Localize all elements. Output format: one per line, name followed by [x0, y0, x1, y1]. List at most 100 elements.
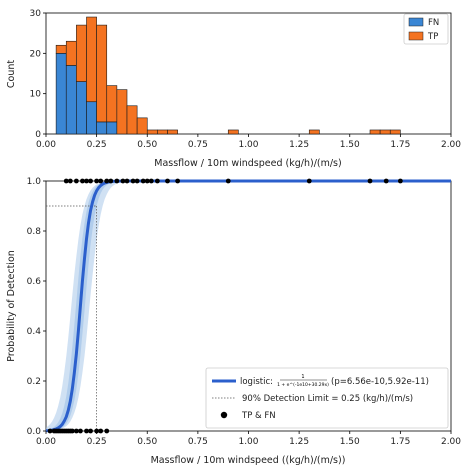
detection-points	[47, 178, 403, 434]
logistic-curve-line	[45, 179, 451, 433]
detection-point-fn	[73, 428, 79, 434]
detection-point-tp	[63, 178, 69, 184]
detection-x-axis-label: Massflow / 10m windspeed ((kg/h)/(m/s))	[151, 455, 346, 466]
legend-logistic-numerator: 1	[301, 374, 304, 380]
histogram-bar-tp	[55, 44, 67, 54]
detection-x-tick-label: 1.50	[340, 437, 360, 447]
histogram-bar-tp	[136, 117, 148, 135]
histogram-x-tick-label: 1.00	[238, 140, 258, 150]
detection-x-tick-label: 2.00	[441, 437, 461, 447]
legend-logistic-prefix: logistic:	[240, 377, 273, 387]
detection-point-fn	[98, 428, 104, 434]
detection-point-tp	[104, 178, 110, 184]
detection-x-tick-label: 1.25	[289, 437, 309, 447]
detection-point-fn	[47, 428, 53, 434]
detection-point-tp	[225, 178, 231, 184]
detection-point-tp	[144, 178, 150, 184]
histogram-x-ticks: 0.00 0.25 0.50 0.75 1.00 1.25 1.50 1.75 2.00	[36, 134, 461, 150]
histogram-bar-tp	[379, 129, 391, 135]
detection-point-tp	[165, 178, 170, 184]
histogram-y-axis-label: Count	[6, 60, 17, 88]
detection-y-ticks: 0.0 0.2 0.4 0.6 0.8 1.0	[27, 177, 46, 437]
histogram-bar-tp	[167, 129, 178, 135]
legend-points-marker	[220, 411, 228, 419]
detection-point-tp	[67, 178, 73, 184]
detection-point-tp	[88, 178, 93, 184]
logistic-curve	[45, 179, 451, 433]
histogram-bar-fn	[86, 101, 97, 135]
histogram-bars	[55, 16, 401, 135]
detection-point-tp	[175, 178, 181, 184]
detection-x-tick-label: 1.00	[238, 437, 258, 447]
histogram-bar-tp	[146, 129, 158, 135]
legend-fn-swatch	[408, 17, 424, 27]
histogram-bar-fn	[76, 81, 87, 135]
detection-limit-lines	[46, 205, 97, 431]
detection-point-tp	[140, 178, 146, 184]
detection-point-tp	[84, 178, 89, 184]
detection-point-tp	[98, 178, 104, 184]
histogram-x-tick-label: 2.00	[441, 140, 461, 150]
histogram-bar-tp	[126, 105, 138, 135]
detection-point-tp	[73, 178, 79, 184]
detection-point-tp	[367, 178, 373, 184]
histogram-bar-tp	[369, 129, 381, 135]
detection-point-tp	[108, 178, 114, 184]
detection-point-fn	[69, 428, 75, 434]
detection-point-fn	[104, 428, 110, 434]
detection-point-tp	[397, 178, 403, 184]
detection-point-tp	[134, 178, 140, 184]
legend-points-label: TP & FN	[241, 411, 276, 421]
detection-point-tp	[94, 178, 100, 184]
detection-point-fn	[78, 428, 83, 434]
histogram-x-axis-label: Massflow / 10m windspeed (kg/h)/(m/s)	[154, 158, 341, 169]
legend-limit-label: 90% Detection Limit = 0.25 (kg/h)/(m/s)	[242, 394, 413, 404]
detection-point-tp	[80, 178, 85, 184]
histogram-bar-tp	[65, 40, 77, 66]
detection-x-ticks: 0.00 0.25 0.50 0.75 1.00 1.25 1.50 1.75 2.00	[36, 431, 461, 447]
legend-tp-swatch	[408, 31, 424, 41]
histogram-bar-fn	[106, 121, 118, 135]
legend-fn-label: FN	[428, 18, 439, 28]
detection-y-tick-label: 0.2	[27, 377, 41, 387]
histogram-x-tick-label: 0.50	[137, 140, 157, 150]
histogram-bar-tp	[227, 129, 239, 135]
legend-logistic-denominator: 1 + e^(-1e10+30.29x)	[277, 382, 329, 388]
detection-point-tp	[120, 178, 126, 184]
histogram-bar-tp	[308, 129, 320, 135]
histogram-y-tick-label: 30	[30, 9, 42, 19]
histogram-x-tick-label: 0.75	[188, 140, 208, 150]
histogram-bar-tp	[157, 129, 168, 135]
detection-x-tick-label: 0.50	[137, 437, 157, 447]
legend-logistic-params: (p=6.56e-10,5.92e-11)	[331, 377, 429, 387]
histogram-bar-tp	[116, 89, 128, 135]
legend-tp-label: TP	[427, 32, 438, 42]
histogram-x-tick-label: 0.25	[87, 140, 107, 150]
detection-panel: 0.00 0.25 0.50 0.75 1.00 1.25 1.50 1.75 2.00 0.0…	[6, 177, 461, 466]
histogram-bar-tp	[86, 16, 97, 103]
histogram-panel: 0.00 0.25 0.50 0.75 1.00 1.25 1.50 1.75 2.00 0 10…	[6, 9, 461, 169]
detection-point-fn	[84, 428, 89, 434]
histogram-bar-tp	[76, 24, 87, 82]
detection-point-tp	[154, 178, 160, 184]
detection-point-tp	[114, 178, 120, 184]
detection-y-tick-label: 0.4	[27, 327, 42, 337]
detection-x-tick-label: 0.75	[188, 437, 208, 447]
detection-point-tp	[130, 178, 136, 184]
histogram-bar-tp	[106, 85, 118, 123]
histogram-y-tick-label: 20	[30, 49, 42, 59]
histogram-x-tick-label: 0.00	[36, 140, 56, 150]
detection-x-tick-label: 0.00	[36, 437, 56, 447]
histogram-y-tick-label: 10	[30, 90, 42, 100]
histogram-bar-tp	[96, 24, 108, 123]
detection-y-tick-label: 0.8	[27, 227, 42, 237]
detection-legend-box	[205, 367, 449, 429]
histogram-bar-tp	[389, 129, 401, 135]
detection-x-tick-label: 0.25	[87, 437, 107, 447]
histogram-x-tick-label: 1.50	[340, 140, 360, 150]
detection-legend: logistic: 1 1 + e^(-1e10+30.29x) (p=6.56…	[205, 367, 449, 429]
detection-point-tp	[124, 178, 130, 184]
detection-y-tick-label: 0.0	[27, 427, 42, 437]
histogram-y-tick-label: 0	[35, 130, 41, 140]
